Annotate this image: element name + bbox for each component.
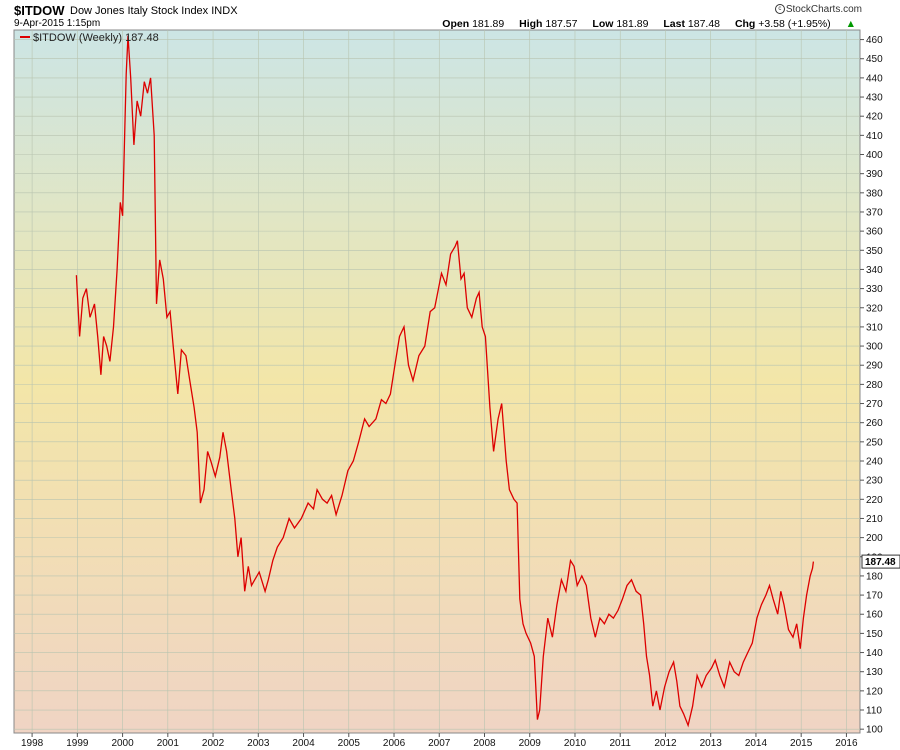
y-tick-label: 350 [866, 246, 883, 257]
y-tick-label: 250 [866, 437, 883, 448]
y-tick-label: 270 [866, 399, 883, 410]
quote-summary: Open 181.89 High 187.57 Low 181.89 Last … [442, 18, 862, 30]
x-tick-label: 2000 [111, 738, 134, 749]
grid-lines [14, 30, 860, 733]
symbol: $ITDOW [14, 3, 65, 18]
x-tick-label: 2011 [609, 738, 631, 749]
y-tick-label: 320 [866, 303, 883, 314]
y-tick-label: 130 [866, 667, 883, 678]
quote-high: High 187.57 [519, 18, 578, 30]
quote-low: Low 181.89 [592, 18, 649, 30]
x-tick-label: 2010 [564, 738, 587, 749]
x-tick-label: 2009 [519, 738, 542, 749]
y-tick-label: 140 [866, 648, 883, 659]
x-tick-label: 2007 [428, 738, 451, 749]
x-tick-label: 1998 [21, 738, 44, 749]
legend-label: $ITDOW (Weekly) 187.48 [33, 32, 159, 44]
legend: $ITDOW (Weekly) 187.48 [20, 32, 159, 44]
last-value-label: 187.48 [865, 557, 896, 568]
y-tick-label: 370 [866, 207, 883, 218]
y-tick-label: 440 [866, 73, 883, 84]
y-tick-label: 230 [866, 476, 883, 487]
price-series-line [75, 35, 815, 728]
y-tick-label: 380 [866, 188, 883, 199]
chart-header: $ITDOW Dow Jones Italy Stock Index INDX … [0, 0, 900, 30]
copyright-icon: c [774, 4, 785, 15]
x-tick-label: 2016 [835, 738, 858, 749]
y-tick-label: 450 [866, 54, 883, 65]
y-tick-label: 240 [866, 456, 883, 467]
x-tick-label: 2015 [790, 738, 813, 749]
y-tick-label: 360 [866, 227, 883, 238]
quote-last: Last 187.48 [663, 18, 721, 30]
quote-open: Open 181.89 [442, 18, 505, 30]
x-tick-label: 2008 [473, 738, 496, 749]
y-tick-label: 400 [866, 150, 883, 161]
y-tick-label: 200 [866, 533, 883, 544]
y-tick-label: 160 [866, 610, 883, 621]
quote-change: Chg +3.58 (+1.95%) [734, 18, 831, 30]
brand-name: StockCharts.com [785, 4, 862, 15]
x-tick-label: 2004 [292, 738, 315, 749]
y-tick-label: 180 [866, 571, 883, 582]
y-tick-label: 340 [866, 265, 883, 276]
y-tick-label: 290 [866, 361, 883, 372]
y-tick-label: 150 [866, 629, 883, 640]
y-tick-label: 260 [866, 418, 883, 429]
x-tick-label: 2014 [745, 738, 768, 749]
y-tick-label: 170 [866, 591, 883, 602]
y-tick-label: 430 [866, 93, 883, 104]
security-title: Dow Jones Italy Stock Index [70, 5, 209, 17]
y-tick-label: 220 [866, 495, 883, 506]
y-tick-label: 410 [866, 131, 883, 142]
y-tick-label: 210 [866, 514, 883, 525]
y-tick-label: 300 [866, 342, 883, 353]
x-tick-label: 2001 [157, 738, 180, 749]
x-tick-label: 2006 [383, 738, 406, 749]
y-tick-label: 460 [866, 35, 883, 46]
x-tick-label: 2002 [202, 738, 225, 749]
x-tick-label: 2012 [654, 738, 677, 749]
y-tick-label: 280 [866, 380, 883, 391]
brand-link[interactable]: c StockCharts.com [774, 4, 862, 15]
y-tick-label: 120 [866, 686, 883, 697]
y-axis: 1001101201301401501601701801902002102202… [860, 35, 883, 736]
last-value-marker: 187.48 [861, 554, 900, 569]
up-arrow-icon: ▲ [845, 18, 856, 30]
y-tick-label: 310 [866, 322, 883, 333]
x-tick-label: 2003 [247, 738, 270, 749]
y-tick-label: 390 [866, 169, 883, 180]
y-tick-label: 330 [866, 284, 883, 295]
last-value-box [861, 554, 900, 569]
x-tick-label: 2013 [700, 738, 723, 749]
y-tick-label: 110 [866, 706, 882, 717]
quote-datetime: 9-Apr-2015 1:15pm [14, 18, 101, 29]
y-tick-label: 100 [866, 725, 883, 736]
exchange-code: INDX [211, 5, 238, 17]
security-name: Dow Jones Italy Stock Index INDX [70, 5, 238, 17]
x-axis: 1998 1999 2000 2001 2002 2003 2004 2005 2006 2007… [21, 733, 858, 749]
x-tick-label: 1999 [66, 738, 89, 749]
x-tick-label: 2005 [338, 738, 361, 749]
y-tick-label: 420 [866, 112, 883, 123]
